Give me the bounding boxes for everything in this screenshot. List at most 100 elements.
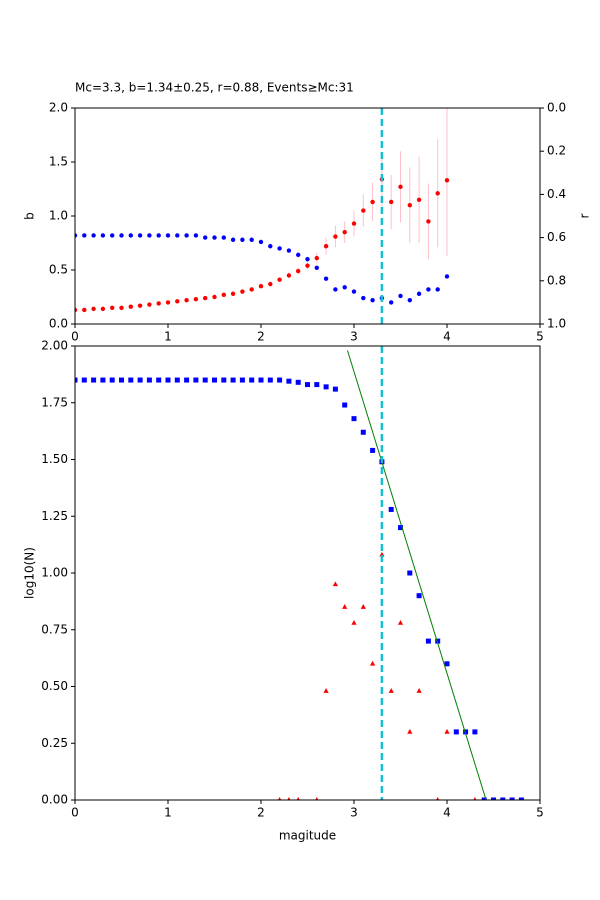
point [360,604,366,609]
x-axis-label: magitude [279,829,336,843]
point [323,384,329,390]
y-tick-label: 1.50 [41,452,68,466]
point [416,291,422,296]
point [82,233,87,238]
y-tick-label: 0.25 [41,736,68,750]
point [137,233,143,238]
point [463,729,469,735]
point [453,729,459,735]
point [258,377,264,383]
point [175,233,180,238]
point [435,287,440,292]
point [165,300,171,305]
x-tick-label: 2 [257,806,265,820]
point [314,265,319,271]
point [379,551,385,557]
point [332,581,338,587]
point [109,377,115,383]
point [277,277,282,282]
point [119,305,124,310]
x-tick-label: 0 [71,806,79,820]
axes-frame [74,107,541,325]
fit-line [347,350,487,800]
y-tick-label: 1.00 [41,566,68,580]
point [426,219,431,224]
point [314,382,320,388]
y2-tick-label: 0.2 [547,144,566,158]
point [81,377,87,383]
y2-tick-label: 0.4 [547,187,566,201]
x-tick-label: 3 [350,806,358,820]
point [351,416,357,422]
point [473,797,477,800]
point [128,233,133,238]
point [91,306,96,312]
point [323,688,329,693]
x-tick-label: 5 [536,330,544,344]
point [444,728,450,734]
point [184,298,189,303]
point [137,303,143,308]
point [436,797,440,800]
y-tick-label: 0.00 [41,793,68,807]
point [156,301,161,306]
point [110,233,115,238]
point [351,289,357,294]
y-tick-label: 2.00 [41,339,68,353]
point [75,377,78,383]
y2-tick-label: 0.0 [547,101,566,115]
point [323,244,329,249]
point [416,688,422,693]
point [221,292,226,298]
point [165,377,171,383]
point [370,298,375,303]
point [230,237,236,242]
point [472,729,478,735]
point [481,797,487,800]
point [444,274,450,279]
point [296,797,300,800]
chart-title: Mc=3.3, b=1.34±0.25, r=0.88, Events≥Mc:3… [75,81,354,95]
point [221,235,226,240]
point [119,377,124,383]
point [315,797,319,800]
point [398,525,403,531]
y2-axis-label: r [578,213,592,218]
point [75,307,78,313]
axes-frame [74,345,541,801]
y-tick-label: 1.5 [49,155,68,169]
point [119,233,124,238]
point [333,234,338,239]
y2-tick-label: 0.6 [547,230,566,244]
y-tick-label: 0.0 [49,317,68,331]
point [342,285,347,290]
point [333,287,338,292]
y-tick-label: 0.5 [49,263,68,277]
point [147,233,152,238]
y-tick-label: 1.25 [41,509,68,523]
plot-area [75,108,450,324]
point [407,728,413,734]
point [287,797,291,800]
point [277,797,282,800]
point [156,233,161,238]
point [277,377,283,383]
y-tick-label: 0.75 [41,622,68,636]
point [370,447,376,453]
point [305,257,310,262]
point [397,619,404,625]
point [416,197,422,202]
point [175,299,180,304]
point [286,273,292,278]
point [240,289,245,294]
point [128,377,134,383]
point [342,402,348,408]
y-tick-label: 1.75 [41,395,68,409]
point [407,298,412,303]
point [230,291,236,296]
point [444,661,450,667]
point [296,268,301,274]
x-tick-label: 2 [257,330,265,344]
point [156,377,162,383]
